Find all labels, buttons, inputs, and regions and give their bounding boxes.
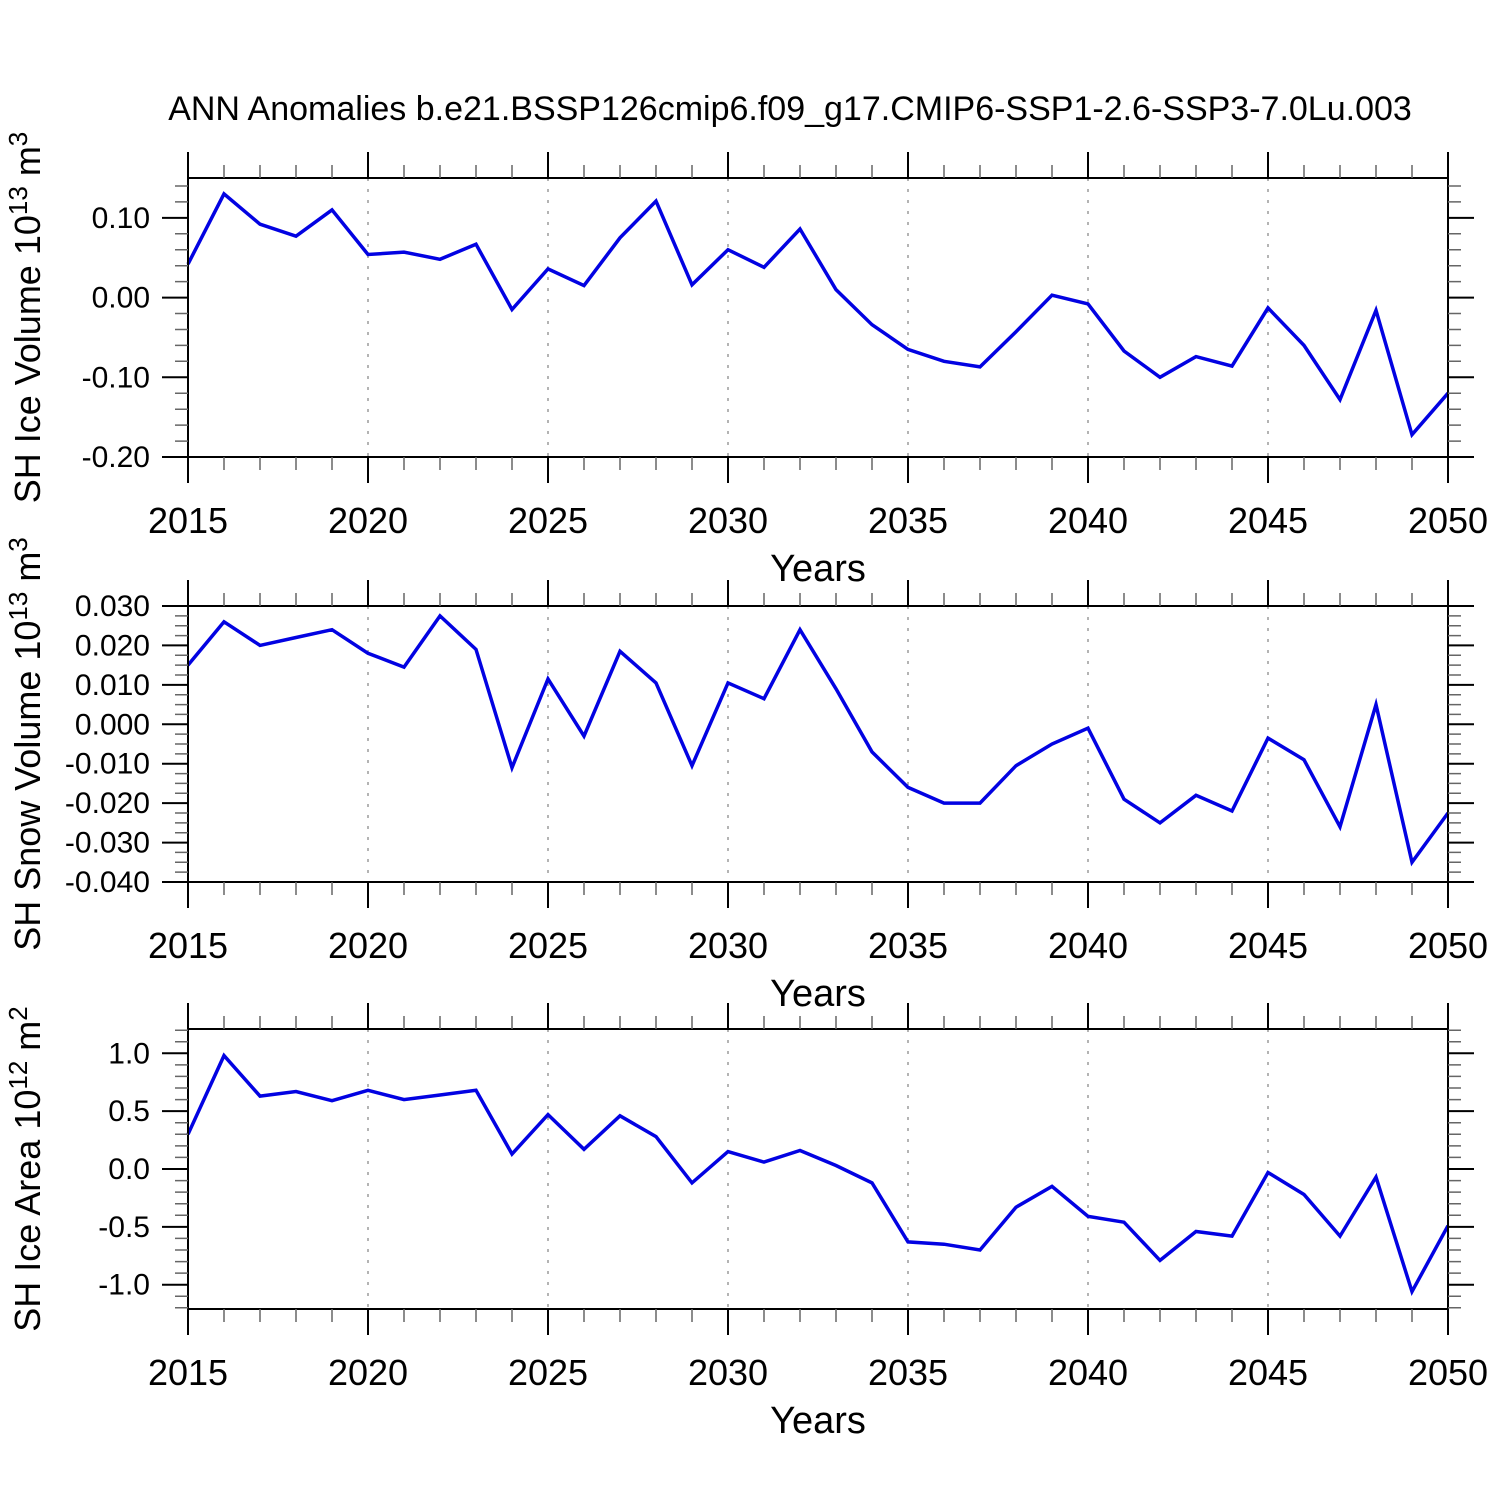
x-axis-tick-label: 2015 (148, 500, 228, 541)
x-axis-tick-label: 2050 (1408, 925, 1488, 966)
y-axis-tick-label: 0.0 (108, 1153, 150, 1186)
x-axis-tick-label: 2050 (1408, 500, 1488, 541)
plot-frame (187, 605, 1449, 883)
y-axis-tick-label: -0.010 (65, 748, 150, 781)
x-axis-tick-label: 2045 (1228, 500, 1308, 541)
y-axis-tick-label: -0.10 (82, 361, 150, 394)
panel-3: 1.0 0.5 0.0 -0.5 -1.0 2015 2020 2025 2030 2035 204… (3, 1003, 1488, 1442)
panel-1: 0.10 0.00 -0.10 -0.20 2015 2020 2025 2030 2035 20… (3, 132, 1488, 590)
y-axis-tick-label: -0.020 (65, 787, 150, 820)
x-axis-title: Years (770, 973, 866, 1015)
y-axis-tick-label: -0.20 (82, 441, 150, 474)
y-axis-title: SH Ice Area 1012 m2 (3, 1006, 48, 1332)
y-axis-tick-label: -0.040 (65, 866, 150, 899)
major-ticks (162, 1003, 1474, 1335)
x-axis-tick-label: 2035 (868, 1352, 948, 1393)
y-axis-tick-label: -0.5 (98, 1211, 150, 1244)
major-ticks (162, 152, 1474, 483)
plot-frame (187, 177, 1449, 458)
x-axis-tick-label: 2025 (508, 925, 588, 966)
x-axis-title: Years (770, 548, 866, 590)
data-series (186, 191, 1450, 439)
x-axis-title: Years (770, 1400, 866, 1442)
y-axis-title: SH Snow Volume 1013 m3 (3, 537, 48, 951)
x-axis-tick-label: 2015 (148, 925, 228, 966)
y-axis-tick-label: 0.000 (75, 708, 150, 741)
x-axis-tick-label: 2050 (1408, 1352, 1488, 1393)
x-axis-tick-label: 2035 (868, 500, 948, 541)
y-axis-tick-label: 0.030 (75, 590, 150, 623)
panel-2: 0.030 0.020 0.010 0.000 -0.010 -0.020 -0.030 -0… (3, 537, 1488, 1015)
x-axis-tick-label: 2025 (508, 500, 588, 541)
y-axis-tick-label: -0.030 (65, 827, 150, 860)
y-axis-tick-label: 0.010 (75, 669, 150, 702)
x-axis-tick-label: 2030 (688, 500, 768, 541)
minor-ticks (175, 165, 1461, 470)
y-axis-tick-label: -1.0 (98, 1269, 150, 1302)
minor-ticks (175, 593, 1461, 895)
y-axis-tick-label: 0.10 (92, 202, 150, 235)
x-axis-tick-label: 2040 (1048, 500, 1128, 541)
y-axis-tick-label: 0.020 (75, 629, 150, 662)
x-axis-tick-label: 2045 (1228, 925, 1308, 966)
x-axis-tick-label: 2030 (688, 1352, 768, 1393)
x-axis-tick-label: 2040 (1048, 1352, 1128, 1393)
data-series (186, 1052, 1450, 1297)
plot-frame (187, 1028, 1449, 1310)
x-axis-tick-label: 2025 (508, 1352, 588, 1393)
figure-title: ANN Anomalies b.e21.BSSP126cmip6.f09_g17… (168, 90, 1412, 128)
x-axis-tick-label: 2040 (1048, 925, 1128, 966)
major-ticks (162, 580, 1474, 908)
x-axis-tick-label: 2035 (868, 925, 948, 966)
x-axis-tick-label: 2045 (1228, 1352, 1308, 1393)
x-axis-tick-label: 2020 (328, 1352, 408, 1393)
x-axis-tick-label: 2030 (688, 925, 768, 966)
x-axis-tick-label: 2015 (148, 1352, 228, 1393)
y-axis-tick-label: 0.5 (108, 1095, 150, 1128)
data-series (186, 613, 1450, 867)
y-axis-tick-label: 1.0 (108, 1037, 150, 1070)
x-axis-tick-label: 2020 (328, 500, 408, 541)
x-axis-tick-label: 2020 (328, 925, 408, 966)
minor-ticks (175, 1016, 1461, 1322)
y-axis-tick-label: 0.00 (92, 282, 150, 315)
y-axis-title: SH Ice Volume 1013 m3 (3, 132, 48, 504)
